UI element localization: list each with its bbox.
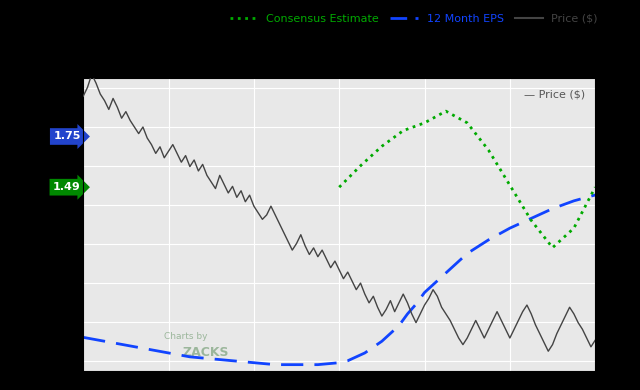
- Text: 1.75: 1.75: [53, 131, 81, 142]
- Text: Charts by: Charts by: [164, 332, 207, 341]
- Text: — Price ($): — Price ($): [524, 90, 585, 100]
- Legend: Consensus Estimate, 12 Month EPS, Price ($): Consensus Estimate, 12 Month EPS, Price …: [225, 9, 602, 28]
- Text: ZACKS: ZACKS: [183, 346, 229, 359]
- Text: 1.49: 1.49: [53, 182, 81, 192]
